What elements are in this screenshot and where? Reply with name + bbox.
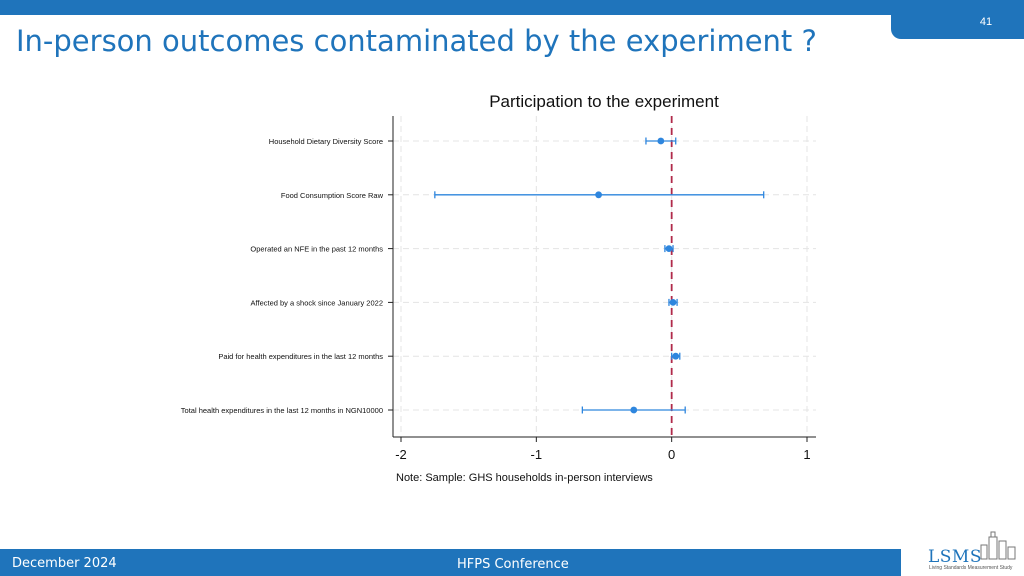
chart-grid: [393, 116, 816, 437]
chart-note: Note: Sample: GHS households in-person i…: [396, 472, 653, 484]
y-axis-label: Total health expenditures in the last 12…: [181, 406, 383, 415]
y-axis-label: Food Consumption Score Raw: [281, 191, 384, 200]
logo-wordmark: LSMS: [928, 547, 982, 567]
logo-tagline: Living Standards Measurement Study: [929, 565, 1013, 571]
slide-title: In-person outcomes contaminated by the e…: [16, 24, 817, 58]
top-accent-bar: [0, 0, 1024, 15]
coefficient-row: [671, 352, 681, 360]
coefficient-row: [434, 191, 765, 199]
y-axis-label: Paid for health expenditures in the last…: [218, 352, 383, 361]
x-tick-label: 0: [668, 447, 675, 462]
page-number: 41: [979, 16, 993, 28]
point-estimate: [595, 191, 602, 199]
lsms-logo: [901, 527, 1024, 576]
page-number-tab: [891, 0, 1024, 39]
footer-conference: HFPS Conference: [457, 557, 569, 572]
chart-title: Participation to the experiment: [489, 92, 719, 111]
coefficient-row: [668, 298, 678, 306]
footer-date: December 2024: [12, 556, 117, 571]
x-axis-ticks: -2 -1 0 1: [395, 437, 811, 462]
footer-bar: [0, 549, 1024, 576]
y-axis-label: Operated an NFE in the past 12 months: [250, 245, 383, 254]
point-estimate: [665, 245, 673, 253]
building-icon: [980, 531, 1016, 560]
coefficient-markers: [434, 137, 765, 414]
point-estimate: [672, 352, 680, 360]
y-axis-labels: Household Dietary Diversity Score Food Co…: [181, 137, 393, 415]
point-estimate: [669, 299, 677, 306]
x-tick-label: 1: [803, 447, 810, 462]
coefficient-row: [664, 245, 674, 253]
point-estimate: [657, 137, 665, 145]
point-estimate: [630, 406, 638, 414]
x-tick-label: -2: [395, 447, 407, 462]
y-axis-label: Household Dietary Diversity Score: [269, 137, 383, 146]
coefficient-row: [645, 137, 677, 145]
y-axis-label: Affected by a shock since January 2022: [251, 298, 383, 307]
x-tick-label: -1: [531, 447, 543, 462]
coefficient-row: [581, 406, 686, 414]
